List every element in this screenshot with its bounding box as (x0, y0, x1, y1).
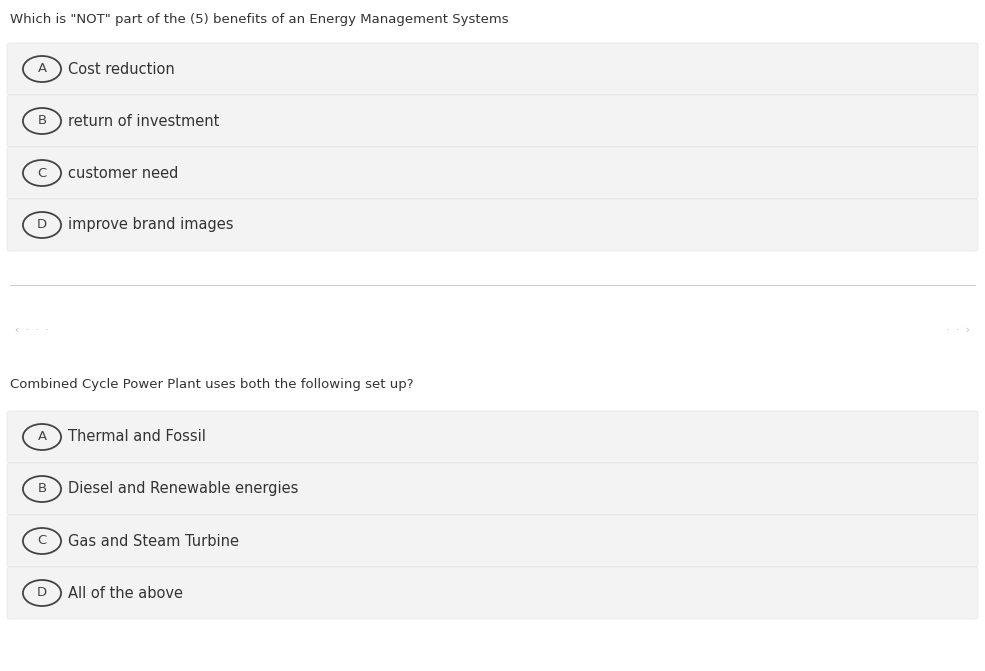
FancyBboxPatch shape (7, 147, 978, 199)
Text: improve brand images: improve brand images (68, 217, 233, 232)
Text: Gas and Steam Turbine: Gas and Steam Turbine (68, 533, 239, 548)
FancyBboxPatch shape (7, 95, 978, 147)
FancyBboxPatch shape (7, 567, 978, 619)
Text: Cost reduction: Cost reduction (68, 62, 174, 76)
Text: D: D (37, 586, 47, 599)
FancyBboxPatch shape (7, 515, 978, 567)
Text: Combined Cycle Power Plant uses both the following set up?: Combined Cycle Power Plant uses both the… (10, 378, 414, 391)
Text: D: D (37, 219, 47, 231)
Text: Which is "NOT" part of the (5) benefits of an Energy Management Systems: Which is "NOT" part of the (5) benefits … (10, 13, 508, 26)
Text: C: C (37, 535, 46, 548)
Text: B: B (37, 482, 46, 495)
Text: A: A (37, 62, 46, 76)
Text: B: B (37, 115, 46, 127)
Text: All of the above: All of the above (68, 586, 183, 601)
Text: C: C (37, 166, 46, 180)
FancyBboxPatch shape (7, 411, 978, 463)
Text: ·  ·  ›: · · › (947, 325, 970, 335)
FancyBboxPatch shape (7, 43, 978, 95)
FancyBboxPatch shape (7, 199, 978, 251)
FancyBboxPatch shape (7, 463, 978, 515)
Text: ‹  ·  ·  ·: ‹ · · · (15, 325, 48, 335)
Text: return of investment: return of investment (68, 113, 220, 129)
Text: Diesel and Renewable energies: Diesel and Renewable energies (68, 482, 298, 497)
Text: A: A (37, 431, 46, 444)
Text: customer need: customer need (68, 166, 178, 180)
Text: Thermal and Fossil: Thermal and Fossil (68, 429, 206, 444)
